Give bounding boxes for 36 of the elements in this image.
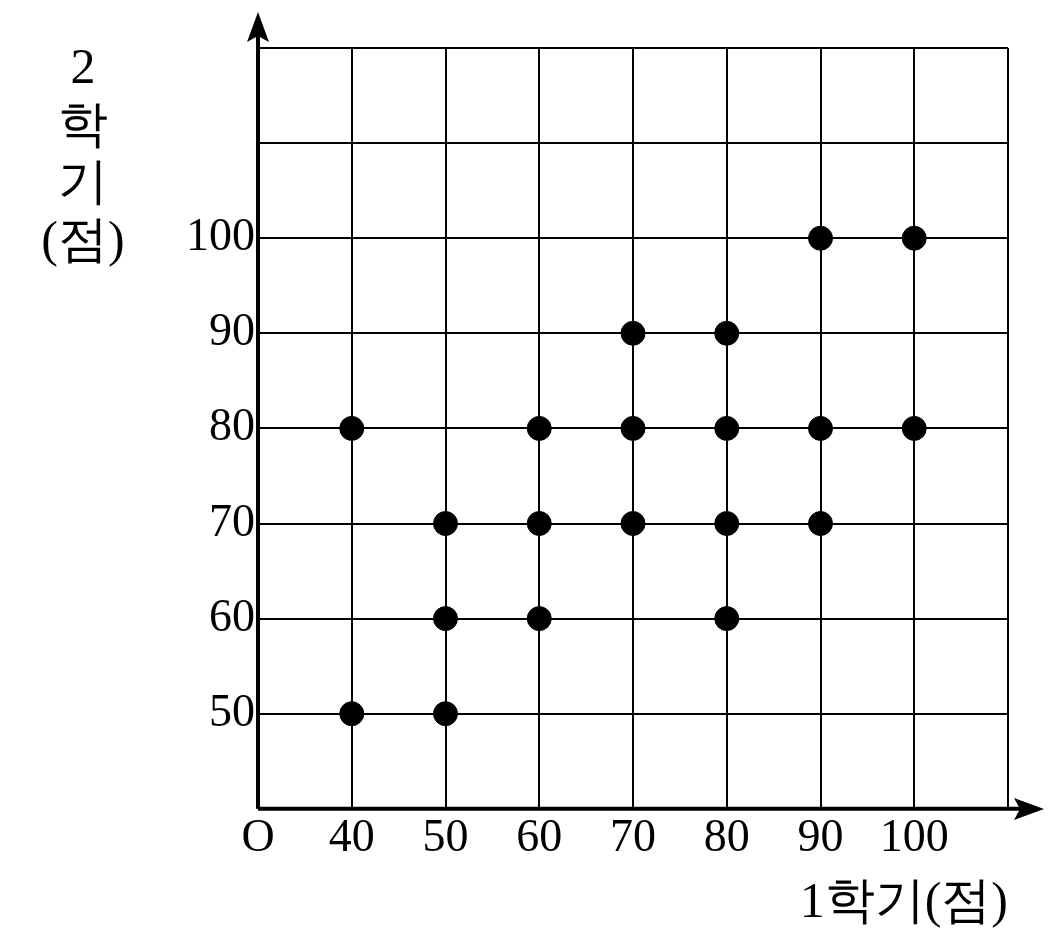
point <box>901 225 927 251</box>
point <box>339 701 365 727</box>
x-tick-label: 50 <box>422 810 469 862</box>
point <box>526 415 552 441</box>
point <box>620 320 646 346</box>
point <box>714 415 740 441</box>
x-tick-label: 40 <box>328 810 375 862</box>
point <box>901 415 927 441</box>
point <box>714 511 740 536</box>
y-tick-label: 100 <box>186 209 255 261</box>
y-tick-label: 60 <box>209 589 255 641</box>
point <box>526 606 552 632</box>
point <box>433 701 458 727</box>
point <box>339 415 365 441</box>
x-tick-label: 70 <box>610 810 656 862</box>
point <box>620 415 646 441</box>
x-tick-label: 100 <box>879 810 949 862</box>
y-tick-label: 80 <box>209 399 255 451</box>
point <box>808 415 833 441</box>
y-tick-label: 70 <box>209 494 255 546</box>
point <box>433 511 458 536</box>
x-tick-label: O <box>241 810 275 862</box>
x-tick-label: 90 <box>797 810 844 862</box>
point <box>714 606 740 632</box>
y-tick-label: 50 <box>209 684 255 736</box>
point <box>714 320 740 346</box>
x-tick-label: 80 <box>703 810 750 862</box>
point <box>808 225 833 251</box>
point <box>433 606 458 632</box>
point <box>808 511 833 536</box>
y-tick-label: 90 <box>209 304 255 356</box>
point <box>620 511 646 536</box>
x-axis-title: 1학기(점) <box>799 872 1008 929</box>
y-axis-title: 2학기(점) <box>40 38 126 268</box>
x-tick-label: 60 <box>516 810 563 862</box>
point <box>526 511 552 536</box>
